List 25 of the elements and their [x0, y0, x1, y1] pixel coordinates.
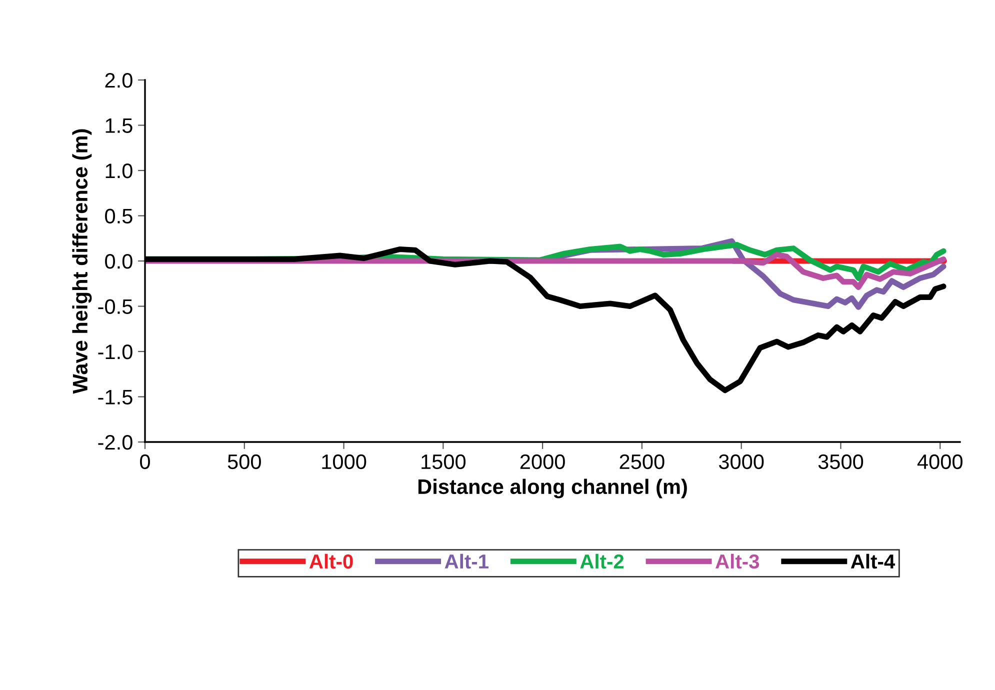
x-tick-label: 2000: [520, 454, 565, 470]
x-tick-label: 2500: [620, 454, 664, 470]
y-tick-label: -2.0: [98, 435, 132, 450]
legend-label: Alt-0: [309, 554, 353, 569]
y-tick-label: -1.0: [98, 344, 132, 360]
x-tick-label: 3500: [818, 454, 864, 470]
x-tick-label: 1500: [422, 454, 466, 470]
legend-label: Alt-4: [850, 554, 896, 569]
x-tick-label: 0: [140, 454, 150, 470]
x-tick-label: 1000: [322, 454, 366, 470]
legend-label: Alt-1: [444, 554, 488, 569]
legend-label: Alt-3: [716, 554, 760, 569]
y-tick-label: 1.5: [106, 118, 132, 134]
x-tick-label: 3000: [718, 454, 764, 470]
y-tick-label: 0.5: [105, 208, 132, 224]
y-tick-label: 0.0: [105, 254, 132, 269]
y-tick-label: -1.5: [98, 390, 132, 405]
x-axis-title: Distance along channel (m): [418, 478, 687, 498]
y-tick-label: 1.0: [106, 164, 132, 178]
legend-label: Alt-2: [580, 554, 624, 569]
y-tick-label: 2.0: [105, 73, 132, 88]
y-axis-title: Wave height difference (m): [72, 129, 92, 394]
y-tick-label: -0.5: [98, 299, 132, 314]
x-tick-label: 500: [228, 454, 261, 470]
x-tick-label: 4000: [917, 454, 962, 470]
